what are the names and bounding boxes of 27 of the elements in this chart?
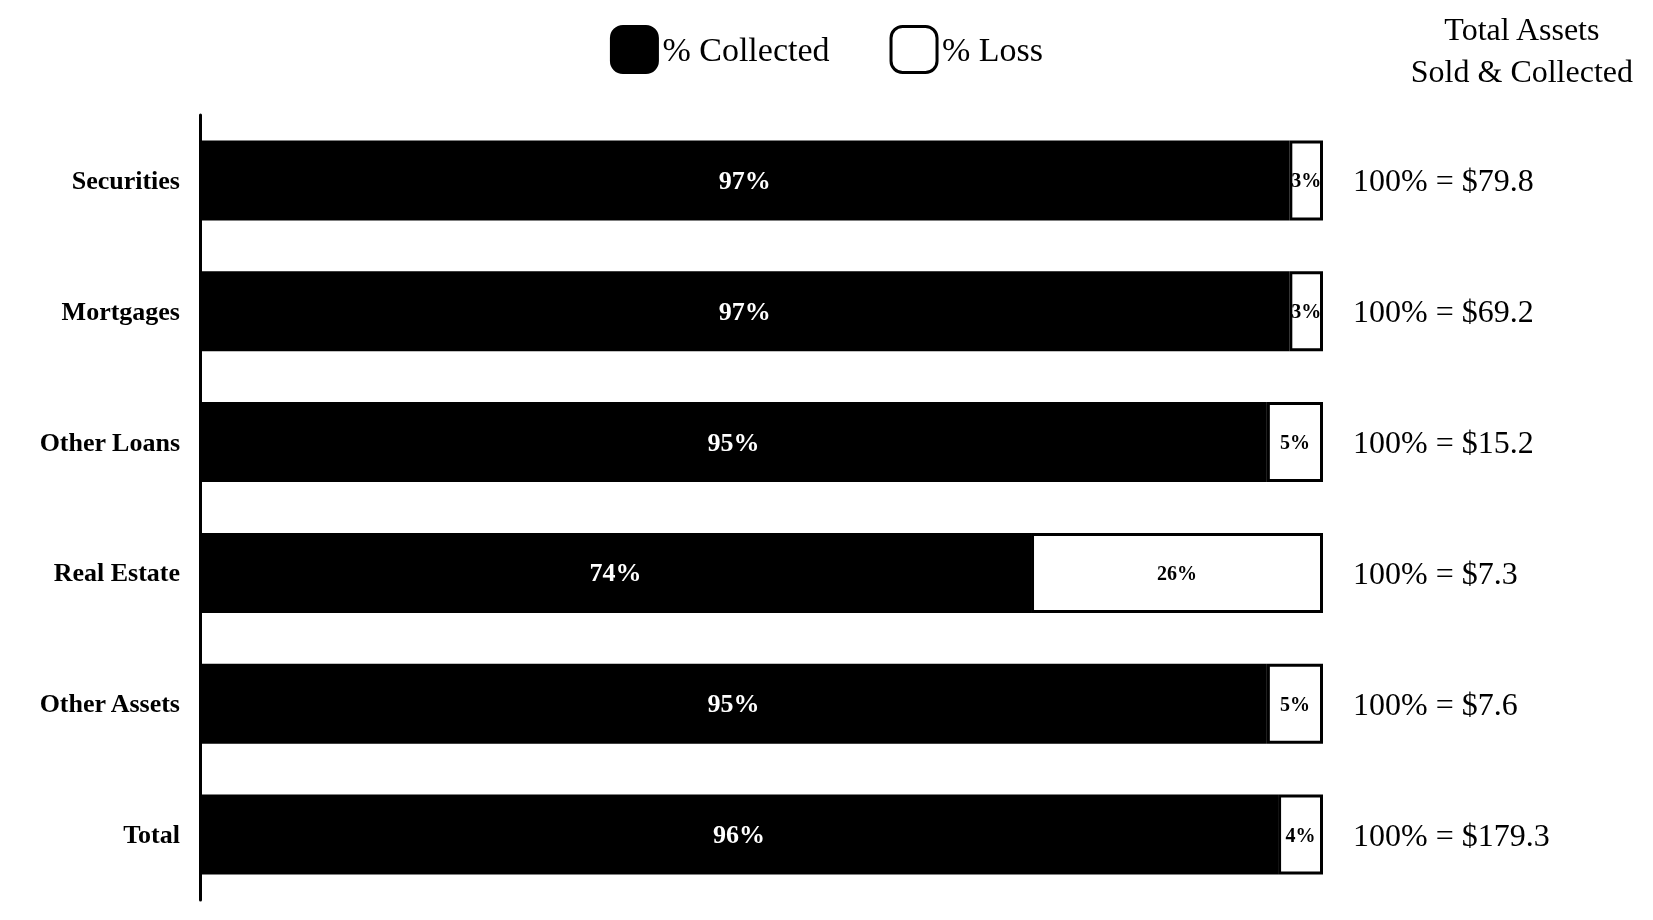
data-label: 4% xyxy=(1285,823,1316,846)
text: 100% = $179.3 xyxy=(1353,816,1550,853)
text: 100% = $7.6 xyxy=(1353,685,1518,722)
data-label: 97% xyxy=(718,296,771,326)
legend-label: % Collected xyxy=(662,31,830,68)
data-label: 5% xyxy=(1279,431,1310,454)
y-tick-label: Total xyxy=(123,820,180,850)
text: 100% = $15.2 xyxy=(1353,424,1534,461)
text: 100% = $69.2 xyxy=(1353,293,1534,330)
y-tick-label: Other Loans xyxy=(39,427,180,457)
data-label: 95% xyxy=(707,689,760,719)
data-label: 74% xyxy=(589,558,642,588)
legend-label: % Loss xyxy=(942,31,1044,68)
text: 100% = $7.3 xyxy=(1353,554,1518,591)
y-tick-label: Other Assets xyxy=(39,689,180,719)
data-label: 3% xyxy=(1291,300,1322,323)
data-label: 3% xyxy=(1291,169,1322,192)
data-label: 95% xyxy=(707,427,760,457)
data-label: 97% xyxy=(718,165,771,195)
y-tick-label: Real Estate xyxy=(53,558,180,588)
y-tick-label: Mortgages xyxy=(61,296,180,326)
text: Total Assets Sold & Collected xyxy=(1410,11,1633,89)
y-tick-label: Securities xyxy=(71,165,180,195)
data-label: 5% xyxy=(1279,692,1310,715)
data-label: 26% xyxy=(1157,561,1198,584)
data-label: 96% xyxy=(713,820,766,850)
text: 100% = $79.8 xyxy=(1353,162,1534,199)
